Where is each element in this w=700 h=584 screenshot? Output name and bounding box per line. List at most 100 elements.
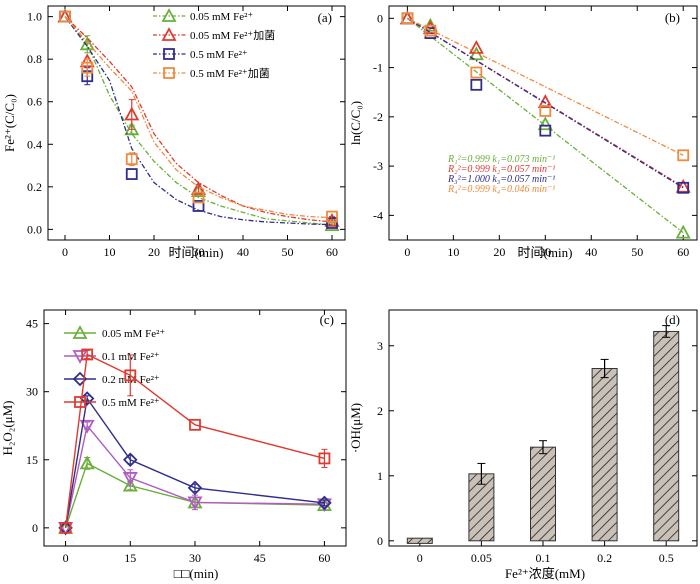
series-line (64, 424, 325, 528)
fit-curve (64, 16, 333, 219)
data-point (187, 496, 203, 511)
series-2 (401, 12, 690, 194)
data-point (401, 12, 414, 25)
x-axis-label: Fe²⁺浓度(mM) (505, 566, 585, 581)
series-1 (57, 8, 340, 227)
x-tick-label: 10 (104, 245, 116, 259)
x-tick-label: 30 (189, 551, 201, 565)
x-tick-label: 0.05 (471, 551, 492, 565)
fit-line (407, 17, 684, 189)
x-tick-label: 20 (493, 245, 505, 259)
data-point (59, 10, 71, 23)
bar (530, 446, 556, 542)
series-3 (59, 348, 331, 534)
x-tick-label: 60 (318, 551, 330, 565)
data-point (470, 78, 483, 91)
y-tick-label: 1 (377, 469, 383, 483)
y-tick-label: -3 (373, 159, 383, 173)
x-tick-label: 15 (124, 551, 136, 565)
data-point (539, 124, 552, 137)
data-point (189, 418, 201, 431)
x-axis-label: 时间(min) (169, 245, 224, 260)
x-tick-label: 45 (254, 551, 266, 565)
x-tick-label: 0 (63, 551, 69, 565)
series-3 (59, 10, 338, 223)
legend-marker (74, 396, 86, 408)
y-axis-label: H₂O₂(μM) (0, 400, 15, 455)
x-tick-label: 0 (417, 551, 423, 565)
panel-label: (d) (665, 312, 680, 327)
data-point (468, 46, 484, 61)
x-axis-label: 时间(min) (518, 245, 573, 260)
x-tick-label: 0.1 (536, 551, 551, 565)
data-point (125, 153, 138, 166)
data-point (470, 66, 483, 79)
y-tick-label: 0.6 (27, 95, 42, 109)
legend-label: 0.5 mM Fe²⁺ (102, 397, 160, 409)
data-point (675, 224, 691, 239)
data-point (124, 369, 137, 382)
legend-label: 0.05 mM Fe²⁺ (190, 11, 253, 23)
data-point (539, 105, 552, 117)
data-point (81, 61, 94, 74)
panel-d: 0 1 2 3 0 0.05 0.1 0.2 0.5 (d) Fe²⁺浓度(mM) ·OH(μM) (348, 309, 698, 581)
x-tick-label: 0 (404, 245, 410, 259)
y-axis-label: Fe²⁺(C/C₀) (2, 94, 17, 152)
fit-curve (64, 16, 333, 226)
legend-label: 0.1 mM Fe²⁺ (102, 351, 160, 363)
fit-annotation: R₄²=0.999 k₄=0.046 min⁻¹ (447, 184, 555, 195)
plot-frame (47, 5, 346, 241)
data-point (123, 452, 138, 468)
data-point (677, 149, 690, 162)
data-point (317, 495, 332, 511)
panel-label: (a) (318, 10, 332, 25)
x-tick-label: 50 (282, 245, 294, 259)
y-tick-label: 0 (32, 521, 38, 535)
x-tick-label: 30 (539, 245, 551, 259)
bar (406, 537, 433, 544)
y-tick-label: 3 (377, 339, 383, 353)
data-point (124, 106, 140, 121)
y-tick-label: 0 (377, 11, 383, 25)
panel-c: 0 15 30 45 60 0 15 30 45 (c) □□(min) H₂O₂(μM) 0.05 m… (0, 309, 347, 581)
legend-label: 0.05 mM Fe²⁺ (102, 328, 165, 340)
data-point (326, 210, 338, 223)
series-3 (401, 12, 690, 162)
data-point (192, 191, 205, 204)
x-tick-label: 0.2 (597, 551, 612, 565)
fit-curve (64, 16, 333, 223)
data-point (187, 480, 203, 496)
x-tick-label: 20 (148, 245, 160, 259)
legend-marker (161, 27, 177, 41)
data-point (424, 24, 437, 37)
panel-b: 0 10 20 30 40 50 60 0 -1 -2 -3 -4 (b) 时间(min) ln(C/C₀)… (348, 5, 698, 260)
y-tick-label: 0.4 (27, 137, 42, 151)
data-point (324, 212, 340, 227)
data-point (326, 217, 338, 229)
legend-label: 0.5 mM Fe²⁺ (190, 49, 248, 61)
legend-marker (161, 8, 177, 22)
x-tick-label: 0 (62, 245, 68, 259)
data-point (675, 178, 691, 193)
fit-line (407, 17, 684, 156)
series-0 (57, 8, 340, 232)
y-tick-label: -4 (373, 208, 383, 222)
panel-label: (c) (320, 312, 334, 327)
legend-label: 0.05 mM Fe²⁺加菌 (190, 29, 275, 42)
legend-marker (163, 48, 175, 60)
legend-marker (163, 67, 175, 79)
data-point (318, 452, 331, 465)
plot-frame (388, 5, 698, 241)
y-tick-label: 1.0 (27, 10, 42, 24)
bar (653, 330, 680, 542)
data-point (59, 521, 72, 534)
y-axis-label: ln(C/C₀) (348, 101, 363, 145)
x-tick-label: 10 (447, 245, 459, 259)
data-point (192, 200, 205, 212)
data-point (58, 520, 73, 536)
panel-a: 0 10 20 30 40 50 60 0.0 0.2 0.4 0.6 0.8 1.0 (a) 时间(min… (2, 5, 346, 260)
legend-marker (72, 325, 88, 339)
fit-annotation: R₂²=0.999 k₂=0.057 min⁻¹ (447, 164, 555, 175)
fit-annotation: R₁²=0.999 k₁=0.073 min⁻¹ (447, 154, 555, 165)
data-point (190, 183, 207, 197)
